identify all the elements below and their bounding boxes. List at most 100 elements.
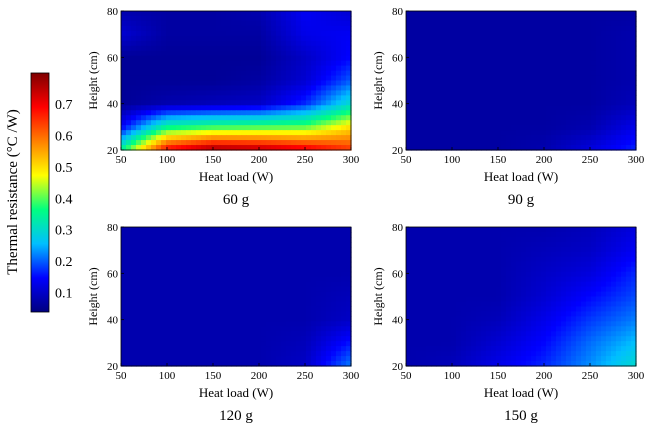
heatmap-cell bbox=[531, 291, 537, 298]
heatmap-cell bbox=[251, 35, 257, 42]
heatmap-cell bbox=[521, 256, 527, 263]
heatmap-cell bbox=[546, 25, 552, 32]
heatmap-cell bbox=[566, 301, 572, 308]
heatmap-cell bbox=[556, 60, 562, 67]
heatmap-cell bbox=[211, 241, 217, 248]
heatmap-cell bbox=[451, 331, 457, 337]
heatmap-cell bbox=[306, 341, 312, 347]
heatmap-cell bbox=[186, 306, 192, 312]
heatmap-cell bbox=[161, 75, 167, 82]
x-tick-label: 300 bbox=[343, 370, 360, 382]
heatmap-cell bbox=[456, 40, 462, 47]
heatmap-cell bbox=[406, 271, 412, 278]
heatmap-cell bbox=[241, 361, 247, 367]
heatmap-cell bbox=[441, 251, 447, 258]
heatmap-cell bbox=[451, 236, 457, 243]
heatmap-cell bbox=[306, 286, 312, 293]
heatmap-cell bbox=[476, 331, 482, 337]
heatmap-cell bbox=[526, 135, 532, 141]
heatmap-cell bbox=[276, 316, 282, 322]
heatmap-cell bbox=[586, 296, 592, 303]
heatmap-cell bbox=[481, 326, 487, 332]
heatmap-cell bbox=[181, 276, 187, 283]
heatmap-cell bbox=[536, 65, 542, 72]
heatmap-cell bbox=[561, 105, 567, 111]
heatmap-cell bbox=[171, 306, 177, 312]
heatmap-cell bbox=[151, 261, 157, 268]
heatmap-cell bbox=[146, 95, 152, 101]
heatmap-cell bbox=[151, 361, 157, 367]
heatmap-cell bbox=[481, 20, 487, 27]
heatmap-cell bbox=[471, 45, 477, 52]
heatmap-cell bbox=[331, 241, 337, 248]
heatmap-cell bbox=[176, 276, 182, 283]
heatmap-cell bbox=[491, 145, 497, 151]
heatmap-cell bbox=[151, 311, 157, 317]
heatmap-cell bbox=[446, 266, 452, 273]
heatmap-cell bbox=[321, 336, 327, 342]
heatmap-cell bbox=[436, 326, 442, 332]
heatmap-cell bbox=[286, 20, 292, 27]
heatmap-cell bbox=[596, 231, 602, 238]
heatmap-cell bbox=[441, 266, 447, 273]
heatmap-cell bbox=[466, 95, 472, 101]
heatmap-cell bbox=[151, 266, 157, 273]
heatmap-cell bbox=[496, 231, 502, 238]
heatmap-cell bbox=[481, 236, 487, 243]
heatmap-cell bbox=[481, 45, 487, 52]
heatmap-cell bbox=[331, 266, 337, 273]
heatmap-cell bbox=[431, 236, 437, 243]
heatmap-cell bbox=[281, 25, 287, 32]
heatmap-cell bbox=[516, 11, 522, 17]
heatmap-cell bbox=[301, 321, 307, 327]
heatmap-cell bbox=[226, 75, 232, 82]
heatmap-cell bbox=[416, 291, 422, 298]
heatmap-cell bbox=[256, 291, 262, 298]
heatmap-cell bbox=[331, 246, 337, 253]
heatmap-cell bbox=[176, 55, 182, 62]
heatmap-cell bbox=[456, 80, 462, 87]
heatmap-cell bbox=[201, 20, 207, 27]
heatmap-cell bbox=[146, 341, 152, 347]
heatmap-cell bbox=[301, 336, 307, 342]
heatmap-cell bbox=[406, 20, 412, 27]
heatmap-cell bbox=[241, 135, 247, 141]
heatmap-cell bbox=[586, 20, 592, 27]
heatmap-cell bbox=[536, 251, 542, 258]
heatmap-cell bbox=[581, 25, 587, 32]
heatmap-cell bbox=[506, 85, 512, 92]
heatmap-cell bbox=[261, 70, 267, 77]
heatmap-cell bbox=[261, 251, 267, 258]
heatmap-cell bbox=[211, 140, 217, 146]
heatmap-cell bbox=[281, 80, 287, 87]
heatmap-cell bbox=[601, 256, 607, 263]
heatmap-cell bbox=[246, 40, 252, 47]
heatmap-cell bbox=[531, 45, 537, 52]
heatmap-cell bbox=[241, 80, 247, 87]
heatmap-cell bbox=[516, 266, 522, 273]
heatmap-cell bbox=[271, 145, 277, 151]
heatmap-cell bbox=[286, 25, 292, 32]
heatmap-cell bbox=[441, 281, 447, 288]
heatmap-cell bbox=[251, 231, 257, 238]
heatmap-cell bbox=[166, 135, 172, 141]
heatmap-cell bbox=[341, 296, 347, 303]
heatmap-cell bbox=[586, 286, 592, 293]
heatmap-cell bbox=[141, 100, 147, 106]
heatmap-cell bbox=[196, 336, 202, 342]
heatmap-cell bbox=[166, 276, 172, 283]
heatmap-cell bbox=[491, 135, 497, 141]
heatmap-cell bbox=[441, 130, 447, 136]
heatmap-cell bbox=[236, 261, 242, 268]
heatmap-cell bbox=[486, 75, 492, 82]
heatmap-cell bbox=[296, 140, 302, 146]
heatmap-cell bbox=[126, 236, 132, 243]
heatmap-cell bbox=[631, 316, 637, 322]
heatmap-cell bbox=[286, 70, 292, 77]
heatmap-cell bbox=[321, 316, 327, 322]
heatmap-cell bbox=[246, 246, 252, 253]
heatmap-cell bbox=[456, 256, 462, 263]
heatmap-cell bbox=[256, 346, 262, 352]
heatmap-cell bbox=[411, 75, 417, 82]
heatmap-cell bbox=[441, 236, 447, 243]
